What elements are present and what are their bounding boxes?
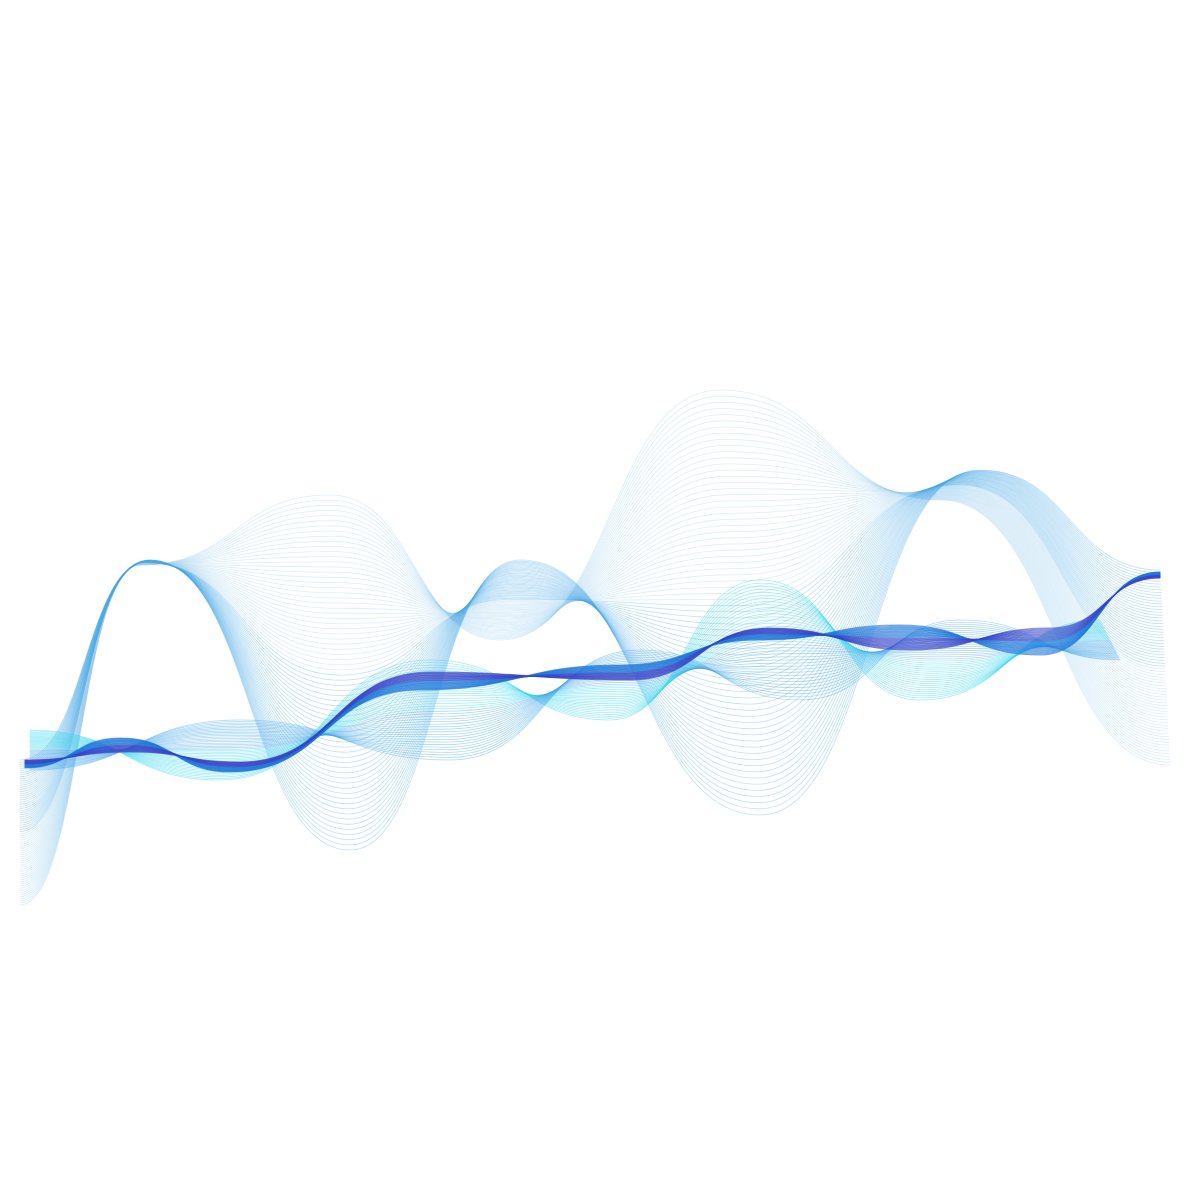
wide-wave-line xyxy=(19,414,1170,897)
wide-wave-line xyxy=(19,474,1163,789)
cyan-wave-line xyxy=(29,631,1110,755)
cyan-wave-line xyxy=(29,623,1120,769)
wide-wave-line xyxy=(19,481,1165,820)
wide-wave-line xyxy=(19,484,1166,832)
wide-wave-line xyxy=(19,489,1168,860)
wide-wave-line xyxy=(19,389,1171,906)
wide-wave-line xyxy=(19,483,1165,828)
cyan-wave-band xyxy=(29,579,1121,781)
cyan-wave-line xyxy=(29,641,1112,752)
wide-wave-line xyxy=(19,490,1168,862)
wide-wave-line xyxy=(19,489,1168,858)
wide-wave-line xyxy=(19,478,1164,805)
wide-wave-line xyxy=(19,491,1168,868)
wide-wave-line xyxy=(19,487,1167,847)
wide-wave-line xyxy=(19,471,1161,830)
wide-wave-line xyxy=(19,475,1163,788)
cyan-wave-line xyxy=(29,621,1120,770)
cyan-wave-line xyxy=(29,642,1112,753)
wide-wave-line xyxy=(19,488,1169,872)
wide-wave-line xyxy=(19,490,1168,864)
cyan-wave-line xyxy=(29,622,1108,759)
wide-wave-line xyxy=(19,473,1162,805)
wide-wave-line xyxy=(19,474,1162,794)
cyan-wave-line xyxy=(29,619,1121,771)
wide-wave-line xyxy=(19,476,1163,797)
wide-wave-line xyxy=(19,457,1169,883)
wide-wave-line xyxy=(19,478,1164,803)
wide-wave-line xyxy=(19,475,1163,790)
core-wave-line xyxy=(24,577,1161,763)
wide-wave-line xyxy=(19,480,1164,813)
wide-wave-line xyxy=(19,484,1166,834)
wide-wave-line xyxy=(19,408,1170,900)
wide-wave-line xyxy=(19,420,1170,895)
wide-wave-line xyxy=(19,492,1168,870)
wide-wave-line xyxy=(19,479,1164,811)
cyan-wave-line xyxy=(29,629,1118,766)
cyan-wave-line xyxy=(29,643,1113,754)
wide-wave-line xyxy=(19,470,1161,841)
wide-wave-line xyxy=(19,395,1171,904)
wide-wave-line xyxy=(19,475,1169,876)
wide-wave-line xyxy=(19,469,1169,879)
wide-wave-line xyxy=(19,485,1166,839)
wide-wave-line xyxy=(19,486,1167,843)
wide-wave-line xyxy=(19,491,1168,866)
wide-wave-line xyxy=(19,472,1162,815)
wide-wave-line xyxy=(19,469,1161,846)
cyan-wave-line xyxy=(29,627,1119,767)
wide-wave-line xyxy=(19,432,1170,891)
wide-wave-line xyxy=(19,481,1169,874)
wide-wave-line xyxy=(19,463,1169,881)
core-wave-band xyxy=(24,571,1161,773)
wide-wave-line xyxy=(19,482,1165,824)
wide-wave-line xyxy=(19,485,1166,837)
wide-wave-line xyxy=(19,473,1162,800)
wide-wave-line xyxy=(19,426,1170,893)
cyan-wave-line xyxy=(29,591,1103,775)
wide-wave-line xyxy=(19,477,1164,801)
wide-wave-line xyxy=(19,438,1170,889)
cyan-wave-line xyxy=(29,588,1102,776)
wide-wave-line xyxy=(19,486,1167,845)
wide-wave-band xyxy=(19,389,1171,906)
wide-wave-line xyxy=(19,486,1166,841)
wide-wave-line xyxy=(19,487,1167,849)
wide-wave-line xyxy=(19,469,1161,851)
wide-wave-line xyxy=(19,470,1161,836)
cyan-wave-line xyxy=(29,582,1101,779)
wide-wave-line xyxy=(19,482,1165,822)
wide-wave-line xyxy=(19,481,1165,818)
cyan-wave-line xyxy=(29,619,1108,761)
wide-wave-line xyxy=(19,488,1167,851)
wide-wave-line xyxy=(19,480,1165,815)
wide-wave-line xyxy=(19,444,1170,887)
cyan-wave-line xyxy=(29,638,1111,752)
wide-wave-line xyxy=(19,471,1162,825)
wide-wave-line xyxy=(19,488,1167,853)
wide-wave-line xyxy=(19,472,1162,820)
wide-wave-line xyxy=(19,489,1167,855)
wide-wave-line xyxy=(19,401,1171,902)
cyan-wave-line xyxy=(29,585,1102,778)
wide-wave-line xyxy=(19,476,1163,792)
wide-wave-line xyxy=(19,479,1164,809)
wide-wave-line xyxy=(19,479,1164,807)
cyan-wave-line xyxy=(29,625,1109,758)
wide-wave-line xyxy=(19,451,1169,885)
wide-wave-line xyxy=(19,473,1162,810)
cyan-wave-line xyxy=(29,625,1119,768)
wide-wave-line xyxy=(19,477,1163,799)
wide-wave-line xyxy=(19,483,1166,830)
cyan-wave-line xyxy=(29,628,1109,756)
cyan-wave-line xyxy=(29,634,1110,753)
cyan-wave-line xyxy=(29,640,1111,751)
wide-wave-line xyxy=(19,476,1163,794)
cyan-wave-line xyxy=(29,579,1101,781)
